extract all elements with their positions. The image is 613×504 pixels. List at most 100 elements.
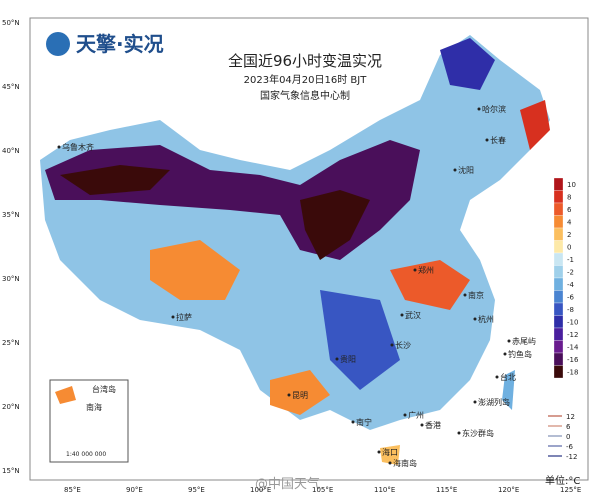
lon-label: 100°E xyxy=(250,486,271,494)
city-dot xyxy=(287,393,291,397)
city-dot xyxy=(457,431,461,435)
city-dot xyxy=(413,268,417,272)
city-label: 澎湖列岛 xyxy=(478,397,510,407)
line-legend-label: 12 xyxy=(566,413,575,421)
lon-label: 125°E xyxy=(560,486,581,494)
legend-swatch xyxy=(553,277,564,291)
city-label: 赤尾屿 xyxy=(512,337,536,346)
legend-label: -6 xyxy=(567,294,575,302)
lon-label: 120°E xyxy=(498,486,519,494)
inset-island: 台湾岛 xyxy=(92,384,116,394)
legend-swatch xyxy=(553,290,564,304)
legend-label: 2 xyxy=(567,231,571,239)
legend-label: 0 xyxy=(567,244,571,252)
city-dot xyxy=(420,423,424,427)
city-dot xyxy=(495,375,499,379)
city-label: 沈阳 xyxy=(458,165,474,175)
city-label: 南宁 xyxy=(356,417,372,427)
city-label: 海南岛 xyxy=(393,458,417,468)
legend-swatch xyxy=(553,240,564,254)
legend-swatch xyxy=(553,202,564,216)
legend-label: 10 xyxy=(567,181,576,189)
city-label: 哈尔滨 xyxy=(482,104,506,114)
logo-icon xyxy=(46,32,70,56)
city-dot xyxy=(390,343,394,347)
city-dot xyxy=(335,357,339,361)
city-dot xyxy=(57,145,61,149)
city-dot xyxy=(463,293,467,297)
city-label: 乌鲁木齐 xyxy=(62,142,94,152)
city-label: 香港 xyxy=(425,420,441,430)
legend-swatch xyxy=(553,340,564,354)
city-dot xyxy=(377,450,381,454)
legend-swatch xyxy=(553,252,564,266)
city-label: 东沙群岛 xyxy=(462,428,494,438)
city-label: 长春 xyxy=(490,135,506,145)
lon-label: 85°E xyxy=(64,486,81,494)
city-label: 昆明 xyxy=(292,391,308,400)
legend-label: -10 xyxy=(567,319,578,327)
subtitle: 2023年04月20日16时 BJT xyxy=(244,73,368,86)
city-label: 台北 xyxy=(500,372,516,382)
city-dot xyxy=(473,400,477,404)
legend-label: -8 xyxy=(567,306,574,314)
legend-label: -2 xyxy=(567,269,574,277)
city-label: 长沙 xyxy=(395,340,411,350)
legend-label: -12 xyxy=(567,331,578,339)
legend-swatch xyxy=(553,327,564,341)
city-dot xyxy=(503,352,507,356)
lat-label: 45°N xyxy=(2,83,20,91)
lat-label: 40°N xyxy=(2,147,20,155)
legend-label: -16 xyxy=(567,356,579,364)
city-label: 拉萨 xyxy=(176,312,192,322)
city-label: 郑州 xyxy=(418,265,434,275)
inset: 南海 台湾岛 1:40 000 000 xyxy=(49,379,129,463)
inset-scale: 1:40 000 000 xyxy=(66,451,106,458)
legend-swatch xyxy=(553,352,564,366)
city-dot xyxy=(351,420,355,424)
unit: 单位:°C xyxy=(545,474,580,487)
legend-label: 6 xyxy=(567,206,572,214)
city-dot xyxy=(171,315,175,319)
city-label: 武汉 xyxy=(405,310,421,320)
logo: 天擎·实况 xyxy=(76,32,164,56)
lat-label: 25°N xyxy=(2,339,20,347)
city-dot xyxy=(473,317,477,321)
lon-label: 115°E xyxy=(436,486,457,494)
lat-label: 35°N xyxy=(2,211,20,219)
legend-swatch xyxy=(553,177,564,191)
legend-swatch xyxy=(553,227,564,241)
lon-label: 110°E xyxy=(374,486,395,494)
lat-label: 30°N xyxy=(2,275,20,283)
line-legend-label: 0 xyxy=(566,433,570,441)
legend-swatch xyxy=(553,215,564,229)
city-label: 钓鱼岛 xyxy=(508,349,532,359)
city-label: 南京 xyxy=(468,290,484,300)
city-dot xyxy=(477,107,481,111)
legend-swatch xyxy=(553,302,564,316)
line-legend-label: -12 xyxy=(566,453,577,461)
city-label: 贵阳 xyxy=(340,354,356,364)
city-dot xyxy=(453,168,457,172)
city-label: 广州 xyxy=(408,410,424,420)
city-dot xyxy=(400,313,404,317)
legend-swatch xyxy=(553,315,564,329)
legend-label: -1 xyxy=(567,256,574,264)
legend-swatch xyxy=(553,265,564,279)
legend-swatch xyxy=(553,190,564,204)
lon-label: 95°E xyxy=(188,486,205,494)
city-dot xyxy=(507,339,511,343)
city-label: 海口 xyxy=(382,447,398,457)
lat-label: 15°N xyxy=(2,467,20,475)
legend-swatch xyxy=(553,365,564,379)
lon-label: 105°E xyxy=(312,486,333,494)
watermark: @中国天气 xyxy=(255,476,320,492)
lat-label: 50°N xyxy=(2,19,20,27)
legend-label: 4 xyxy=(567,219,572,227)
legend-label: 8 xyxy=(567,194,571,202)
legend-label: -18 xyxy=(567,369,578,377)
lon-label: 90°E xyxy=(126,486,143,494)
line-legend-label: 6 xyxy=(566,423,571,431)
legend-label: -14 xyxy=(567,344,579,352)
